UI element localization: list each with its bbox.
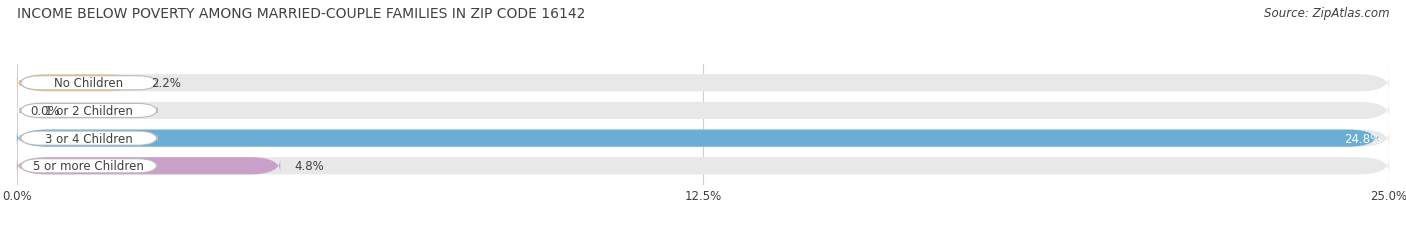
Text: 4.8%: 4.8% [294, 160, 323, 173]
FancyBboxPatch shape [20, 104, 157, 118]
FancyBboxPatch shape [17, 158, 280, 175]
Text: INCOME BELOW POVERTY AMONG MARRIED-COUPLE FAMILIES IN ZIP CODE 16142: INCOME BELOW POVERTY AMONG MARRIED-COUPL… [17, 7, 585, 21]
FancyBboxPatch shape [20, 131, 157, 146]
FancyBboxPatch shape [20, 159, 157, 173]
FancyBboxPatch shape [17, 130, 1389, 147]
Text: 2.2%: 2.2% [152, 77, 181, 90]
Text: 0.0%: 0.0% [31, 104, 60, 117]
Text: 5 or more Children: 5 or more Children [34, 160, 145, 173]
FancyBboxPatch shape [20, 76, 157, 90]
FancyBboxPatch shape [17, 130, 1378, 147]
Text: No Children: No Children [55, 77, 124, 90]
FancyBboxPatch shape [17, 102, 1389, 119]
Text: 3 or 4 Children: 3 or 4 Children [45, 132, 132, 145]
Text: 24.8%: 24.8% [1344, 132, 1381, 145]
FancyBboxPatch shape [17, 75, 138, 92]
FancyBboxPatch shape [17, 75, 1389, 92]
Text: 1 or 2 Children: 1 or 2 Children [45, 104, 132, 117]
FancyBboxPatch shape [17, 158, 1389, 175]
Text: Source: ZipAtlas.com: Source: ZipAtlas.com [1264, 7, 1389, 20]
